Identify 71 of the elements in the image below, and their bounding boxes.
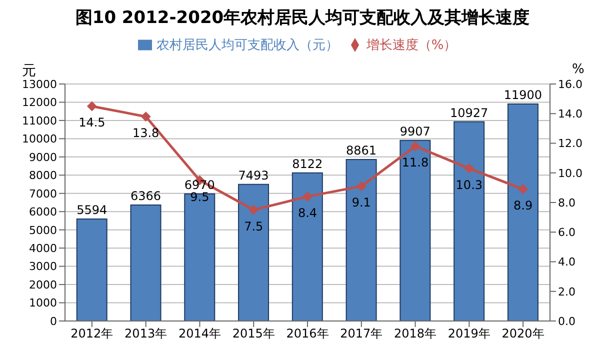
bar [184,193,216,321]
x-tick-label: 2015年 [232,326,275,341]
data-label: 7.5 [244,219,264,234]
chart-title: 图10 2012-2020年农村居民人均可支配收入及其增长速度 [74,7,531,29]
y-tick-label: 2000 [29,278,57,292]
point [140,112,151,122]
x-tick-label: 2013年 [124,326,168,341]
data-label: 9.5 [190,190,210,204]
point [356,181,366,192]
x-tick-label: 2020年 [502,326,544,341]
y2-tick-label: 0.0 [558,314,576,328]
bar [507,104,538,321]
data-label: 6366 [130,188,162,203]
data-label: 10.3 [456,178,483,192]
bar [76,218,108,321]
y-tick-label: 6000 [29,206,57,219]
point [302,192,312,202]
x-tick-label: 2017年 [340,326,383,341]
y-tick-label: 0 [50,314,57,328]
y-tick-label: 7000 [29,187,57,200]
x-tick-label: 2018年 [394,326,437,341]
y-tick-label: 5000 [29,224,57,237]
point [464,163,474,174]
point [248,204,259,215]
data-label: 9.1 [352,196,371,210]
bar [346,158,377,321]
bar [400,140,431,321]
legend-label: 农村居民人均可支配收入（元） [156,38,338,53]
data-label: 5594 [76,203,108,218]
data-label: 10927 [450,106,488,120]
x-tick-label: 2016年 [286,326,329,341]
y-tick-label: 13000 [22,78,57,91]
data-label: 11.8 [402,156,429,170]
data-label: 8.9 [514,198,533,213]
y-tick-label: 10000 [22,132,57,146]
y2-tick-label: 8.0 [558,196,576,210]
data-label: 11900 [504,88,542,102]
y2-tick-label: 12.0 [558,137,582,150]
y2-tick-label: 2.0 [558,285,576,298]
legend-label: 增长速度（%） [366,38,457,53]
data-label: 13.8 [132,126,160,140]
data-label: 9907 [400,124,430,138]
y-tick-label: 1000 [29,296,57,310]
y-tick-label: 8000 [29,169,57,182]
y-tick-label: 4000 [29,242,57,255]
bar [130,204,162,321]
y2-tick-label: 14.0 [558,108,582,121]
y-axis-title: 元 [22,62,36,80]
point [86,101,97,112]
y-tick-label: 12000 [22,96,57,110]
bar [292,172,323,321]
data-label: 8122 [292,156,323,171]
bar [238,184,270,321]
data-label: 8861 [346,143,377,158]
data-label: 7493 [238,168,269,182]
data-label: 14.5 [78,116,106,130]
point [518,184,528,194]
data-label: 8.4 [298,206,318,220]
y2-tick-label: 10.0 [558,166,582,180]
y-tick-label: 9000 [29,150,57,164]
y-tick-label: 3000 [29,260,57,274]
bar [454,121,485,321]
point [410,141,420,152]
x-tick-label: 2014年 [178,326,221,341]
x-tick-label: 2019年 [448,326,490,341]
y-tick-label: 11000 [22,114,57,128]
x-tick-label: 2012年 [70,326,114,341]
y2-tick-label: 4.0 [558,256,576,269]
y2-tick-label: 16.0 [558,78,582,91]
y2-tick-label: 6.0 [558,226,576,240]
y2-axis-title: % [572,62,584,77]
